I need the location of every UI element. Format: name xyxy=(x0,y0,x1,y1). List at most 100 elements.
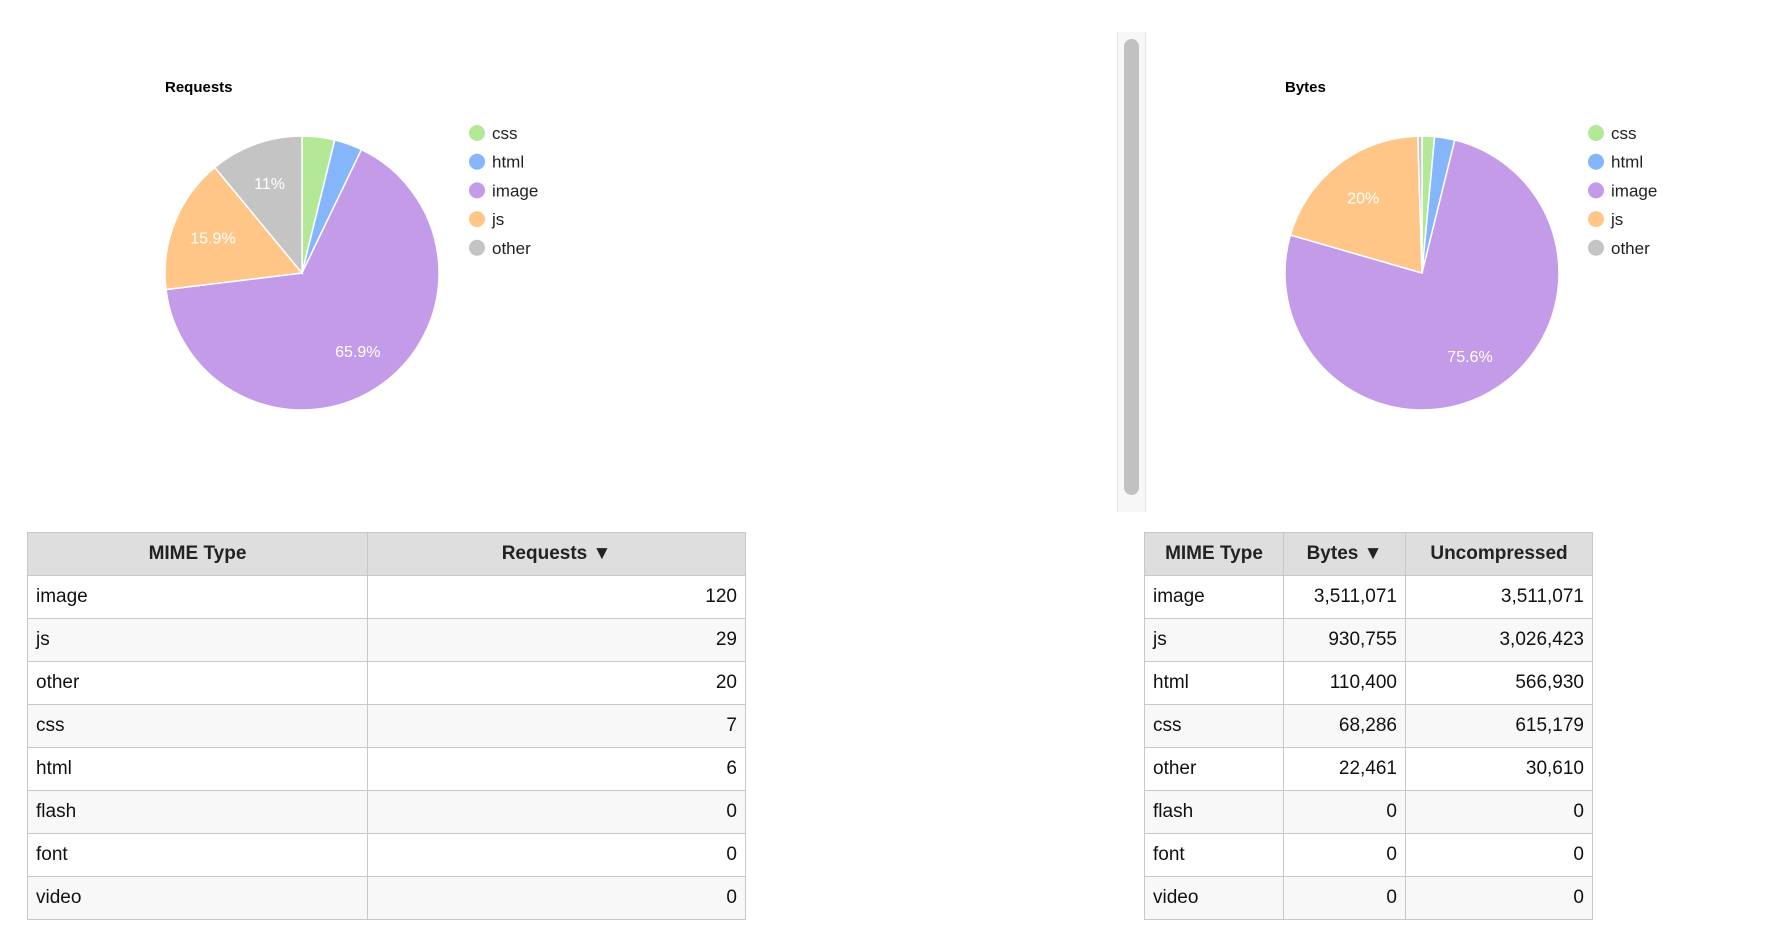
mime-type-cell: other xyxy=(1144,747,1284,791)
column-header-bytes[interactable]: Bytes ▼ xyxy=(1283,532,1406,576)
value-cell: 0 xyxy=(367,833,746,877)
chart-title: Bytes xyxy=(1285,79,1326,96)
value-cell: 3,511,071 xyxy=(1283,575,1406,619)
mime-type-cell: js xyxy=(1144,618,1284,662)
value-cell: 7 xyxy=(367,704,746,748)
value-cell: 0 xyxy=(1283,876,1406,920)
value-cell: 566,930 xyxy=(1405,661,1593,705)
table-row[interactable]: font 0 xyxy=(27,833,746,877)
slice-label: 20% xyxy=(1347,190,1379,207)
value-cell: 6 xyxy=(367,747,746,791)
column-header-mime-type[interactable]: MIME Type xyxy=(27,532,368,576)
value-cell: 30,610 xyxy=(1405,747,1593,791)
pie-slice-js[interactable] xyxy=(1289,135,1423,275)
value-cell: 0 xyxy=(1283,790,1406,834)
value-cell: 20 xyxy=(367,661,746,705)
table-row[interactable]: flash 0 0 xyxy=(1144,790,1593,834)
value-cell: 0 xyxy=(1405,833,1593,877)
column-header-uncompressed[interactable]: Uncompressed xyxy=(1405,532,1593,576)
legend-label[interactable]: image xyxy=(492,181,538,200)
legend-swatch-html xyxy=(469,153,485,170)
mime-type-cell: css xyxy=(1144,704,1284,748)
mime-type-cell: font xyxy=(1144,833,1284,877)
table-row[interactable]: other 22,461 30,610 xyxy=(1144,747,1593,791)
table-row[interactable]: video 0 0 xyxy=(1144,876,1593,920)
legend-swatch-css xyxy=(469,125,485,141)
mime-type-cell: flash xyxy=(27,790,368,834)
value-cell: 120 xyxy=(367,575,746,619)
column-header-requests[interactable]: Requests ▼ xyxy=(367,532,746,576)
table-row[interactable]: html 110,400 566,930 xyxy=(1144,661,1593,705)
legend-swatch-js xyxy=(1588,211,1604,228)
pie-slice-js[interactable] xyxy=(164,166,304,291)
scrollbar-thumb[interactable] xyxy=(1124,39,1139,495)
value-cell: 0 xyxy=(367,790,746,834)
pie-slice-other[interactable] xyxy=(213,135,303,276)
value-cell: 68,286 xyxy=(1283,704,1406,748)
value-cell: 0 xyxy=(1405,790,1593,834)
mime-type-cell: image xyxy=(27,575,368,619)
legend-swatch-other xyxy=(1588,239,1604,256)
table-row[interactable]: image 3,511,071 3,511,071 xyxy=(1144,575,1593,619)
legend-label[interactable]: other xyxy=(1611,239,1650,258)
bytes-pie-chart: Bytes 75.6% 20% css html image js other xyxy=(1284,79,1657,411)
pie-slice-image[interactable] xyxy=(1284,139,1560,411)
value-cell: 3,026,423 xyxy=(1405,618,1593,662)
legend-swatch-image xyxy=(469,182,485,199)
table-row[interactable]: image 120 xyxy=(27,575,746,619)
legend-label[interactable]: html xyxy=(492,153,524,172)
mime-type-cell: flash xyxy=(1144,790,1284,834)
mime-type-cell: image xyxy=(1144,575,1284,619)
table-row[interactable]: font 0 0 xyxy=(1144,833,1593,877)
mime-type-cell: css xyxy=(27,704,368,748)
slice-label: 15.9% xyxy=(190,230,235,247)
slice-label: 75.6% xyxy=(1447,349,1492,366)
value-cell: 0 xyxy=(1283,833,1406,877)
scrollbar[interactable] xyxy=(1117,32,1146,512)
legend-swatch-css xyxy=(1588,125,1604,141)
legend-label[interactable]: html xyxy=(1611,153,1643,172)
table-row[interactable]: other 20 xyxy=(27,661,746,705)
value-cell: 0 xyxy=(1405,876,1593,920)
legend-label[interactable]: image xyxy=(1611,181,1657,200)
table-row[interactable]: html 6 xyxy=(27,747,746,791)
table-row[interactable]: css 68,286 615,179 xyxy=(1144,704,1593,748)
table-row[interactable]: js 930,755 3,026,423 xyxy=(1144,618,1593,662)
legend-swatch-html xyxy=(1588,153,1604,170)
value-cell: 0 xyxy=(367,876,746,920)
legend-swatch-js xyxy=(469,211,485,228)
table-row[interactable]: css 7 xyxy=(27,704,746,748)
table-row[interactable]: video 0 xyxy=(27,876,746,920)
mime-type-cell: html xyxy=(27,747,368,791)
bytes-table: MIME Type Bytes ▼ Uncompressed image 3,51… xyxy=(1144,532,1593,920)
value-cell: 110,400 xyxy=(1283,661,1406,705)
legend-label[interactable]: js xyxy=(1610,210,1623,229)
column-header-mime-type[interactable]: MIME Type xyxy=(1144,532,1284,576)
mime-type-cell: other xyxy=(27,661,368,705)
slice-label: 65.9% xyxy=(335,344,380,361)
mime-type-cell: font xyxy=(27,833,368,877)
value-cell: 3,511,071 xyxy=(1405,575,1593,619)
table-row[interactable]: flash 0 xyxy=(27,790,746,834)
pie-slice-other[interactable] xyxy=(1417,135,1423,274)
legend-label[interactable]: js xyxy=(491,210,504,229)
value-cell: 615,179 xyxy=(1405,704,1593,748)
mime-type-cell: video xyxy=(1144,876,1284,920)
table-row[interactable]: js 29 xyxy=(27,618,746,662)
legend-swatch-image xyxy=(1588,182,1604,199)
chart-title: Requests xyxy=(165,79,233,96)
requests-table: MIME Type Requests ▼ image 120 js 29 other 20… xyxy=(27,532,746,920)
value-cell: 930,755 xyxy=(1283,618,1406,662)
mime-type-cell: js xyxy=(27,618,368,662)
requests-pie-chart: Requests 65.9% 15.9% 11% css html image js other xyxy=(164,79,538,411)
legend-label[interactable]: css xyxy=(492,124,518,143)
mime-type-cell: html xyxy=(1144,661,1284,705)
legend-swatch-other xyxy=(469,239,485,256)
legend-label[interactable]: other xyxy=(492,239,531,258)
pie-slice-image[interactable] xyxy=(165,148,440,411)
value-cell: 29 xyxy=(367,618,746,662)
value-cell: 22,461 xyxy=(1283,747,1406,791)
legend-label[interactable]: css xyxy=(1611,124,1637,143)
mime-type-cell: video xyxy=(27,876,368,920)
slice-label: 11% xyxy=(254,176,285,193)
